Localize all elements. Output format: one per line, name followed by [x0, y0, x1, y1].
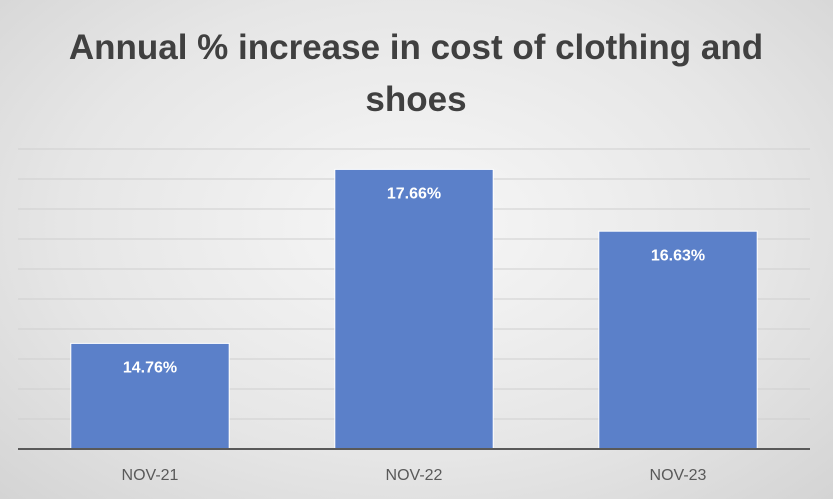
- data-label: 16.63%: [651, 247, 705, 264]
- bar: [334, 168, 494, 450]
- data-label: 17.66%: [387, 186, 441, 203]
- x-tick-label: NOV-22: [386, 467, 443, 484]
- x-tick-label: NOV-21: [122, 467, 179, 484]
- bar: [70, 342, 230, 450]
- data-label: 14.76%: [123, 360, 177, 377]
- bar: [598, 230, 758, 450]
- x-tick-label: NOV-23: [650, 467, 707, 484]
- chart-title: Annual % increase in cost of clothing an…: [68, 28, 764, 119]
